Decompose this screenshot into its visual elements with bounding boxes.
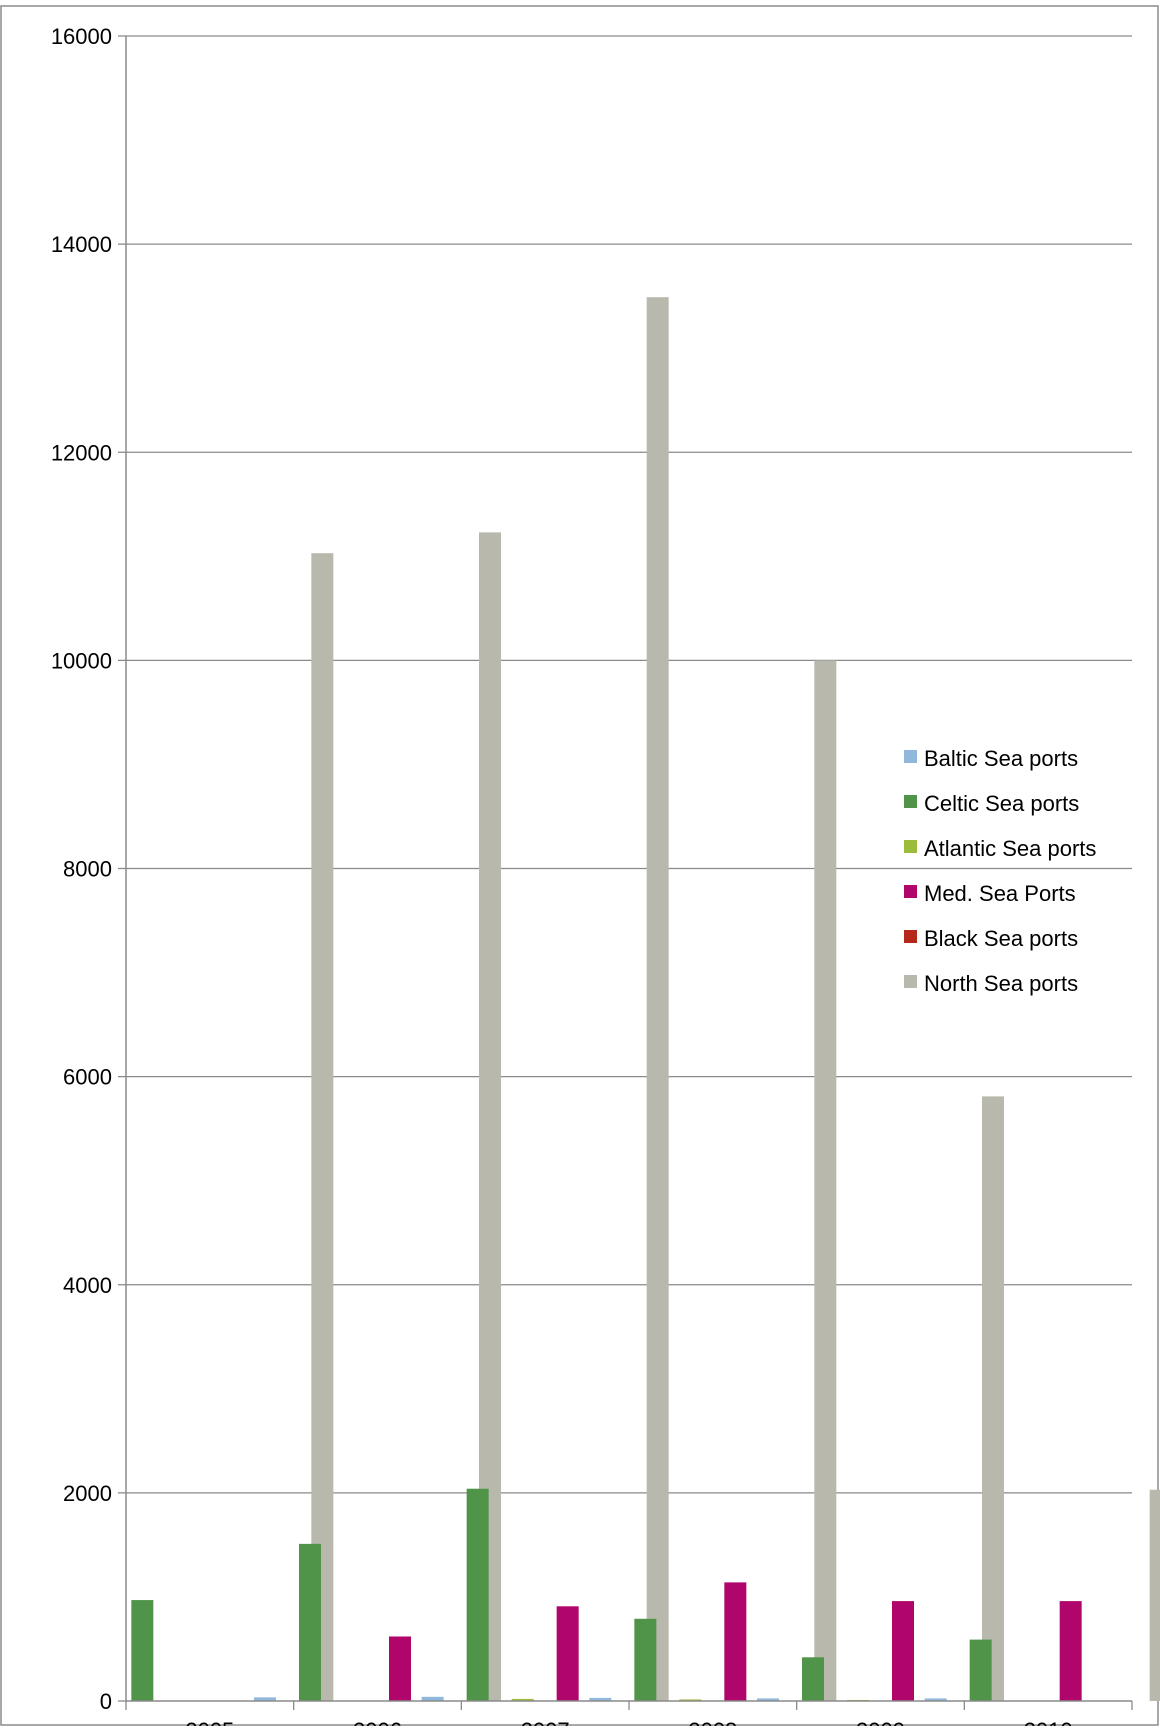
bar: [466, 1488, 489, 1701]
bar: [969, 1639, 992, 1701]
bar: [814, 660, 837, 1701]
bar: [924, 1698, 947, 1701]
x-tick-label: 2005: [185, 1718, 234, 1726]
legend-swatch: [904, 795, 917, 808]
y-tick-label: 14000: [51, 232, 112, 257]
legend-swatch: [904, 840, 917, 853]
bar: [254, 1697, 276, 1701]
bar: [556, 1606, 579, 1701]
y-tick-label: 12000: [51, 440, 112, 465]
bar: [679, 1699, 702, 1701]
bar: [1149, 1489, 1160, 1701]
y-tick-label: 0: [100, 1689, 112, 1714]
legend-label: Black Sea ports: [924, 926, 1078, 951]
legend-swatch: [904, 975, 917, 988]
y-tick-label: 10000: [51, 648, 112, 673]
legend-label: Baltic Sea ports: [924, 746, 1078, 771]
bar: [757, 1698, 779, 1701]
bar: [589, 1697, 612, 1701]
bar: [802, 1657, 824, 1701]
y-tick-label: 4000: [63, 1273, 112, 1298]
legend-label: Atlantic Sea ports: [924, 836, 1096, 861]
x-tick-label: 2007: [521, 1718, 570, 1726]
legend-label: Med. Sea Ports: [924, 881, 1076, 906]
bars: [131, 297, 1160, 1701]
x-tick-label: 2008: [688, 1718, 737, 1726]
bar: [646, 297, 669, 1701]
axes: 0 2000 4000 6000 8000 10000 12000 14000 16000 200…: [51, 24, 1133, 1731]
bar: [892, 1601, 914, 1701]
bar: [511, 1698, 534, 1701]
legend-swatch: [904, 885, 917, 898]
bar: [1059, 1601, 1082, 1701]
y-tick-label: 2000: [63, 1481, 112, 1506]
legend-swatch: [904, 930, 917, 943]
bar: [131, 1600, 154, 1701]
y-tick-label: 16000: [51, 24, 112, 49]
bar: [634, 1618, 657, 1701]
gridlines: [126, 35, 1132, 1494]
bar: [724, 1582, 747, 1701]
bar: [389, 1636, 411, 1701]
legend-swatch: [904, 750, 917, 763]
y-tick-label: 6000: [63, 1065, 112, 1090]
bar: [982, 1096, 1004, 1701]
x-tick-label: 2010: [1024, 1718, 1073, 1726]
y-tick-label: 8000: [63, 857, 112, 882]
x-tick-label: 2006: [353, 1718, 402, 1726]
legend-label: Celtic Sea ports: [924, 791, 1079, 816]
bar: [299, 1543, 321, 1701]
chart-frame: [0, 5, 1159, 1726]
legend-label: North Sea ports: [924, 971, 1078, 996]
x-tick-label: 2009: [856, 1718, 905, 1726]
bar: [479, 532, 501, 1701]
bar: [421, 1696, 444, 1701]
bar: [311, 553, 334, 1701]
legend: Baltic Sea ports Celtic Sea ports Atlantic…: [904, 746, 1096, 996]
